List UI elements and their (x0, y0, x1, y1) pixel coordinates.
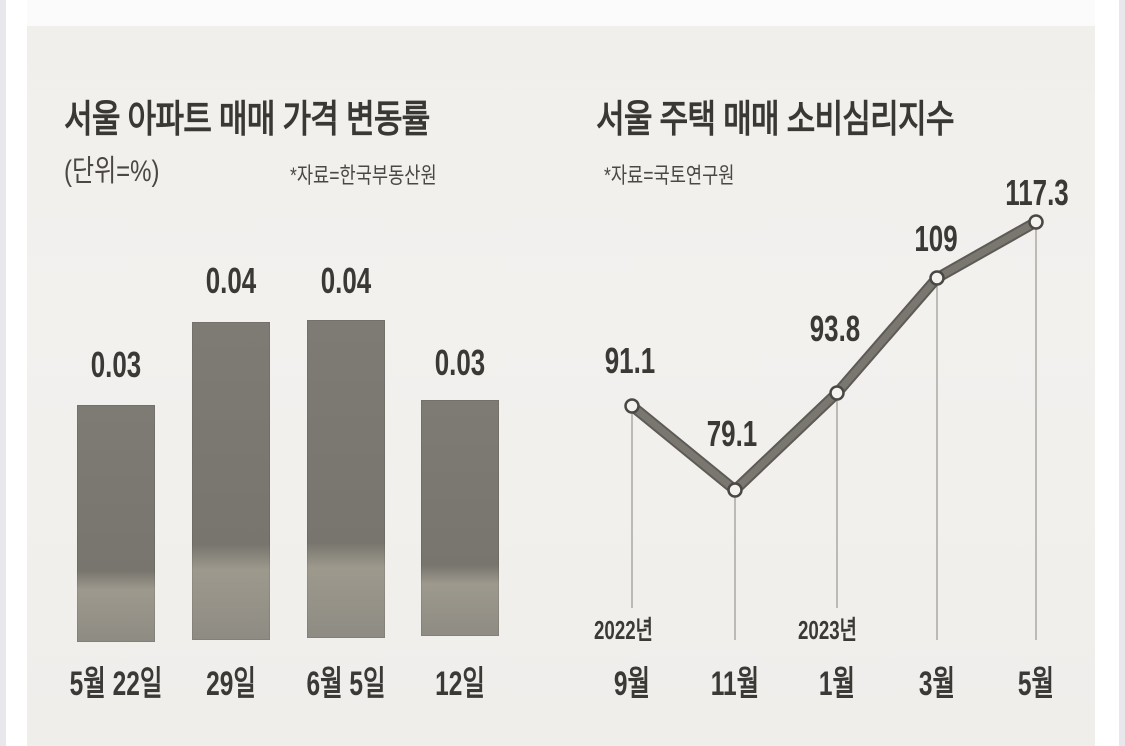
point-value-1: 79.1 (706, 413, 758, 454)
bar-2 (307, 320, 385, 638)
point-value-3: 109 (914, 218, 958, 259)
point-value-4: 117.3 (1005, 172, 1069, 213)
bar-value-2: 0.04 (320, 260, 372, 301)
bar-chart-source: *자료=한국부동산원 (290, 163, 437, 188)
point-label-1: 11월 (710, 665, 760, 703)
year-label-2022: 2022년 (594, 615, 653, 645)
window-frame-right (1119, 0, 1125, 746)
point-marker-1 (727, 482, 743, 498)
year-label-2023: 2023년 (798, 615, 857, 645)
bar-1 (192, 322, 270, 640)
bar-label-3: 12일 (435, 665, 485, 703)
point-label-2: 1월 (818, 665, 856, 703)
bar-label-2: 6월 5일 (306, 665, 386, 703)
window-frame-left (0, 0, 6, 746)
point-label-0: 9월 (613, 665, 651, 703)
bar-chart-title: 서울 아파트 매매 가격 변동률 (64, 99, 430, 141)
bar-value-3: 0.03 (434, 342, 486, 383)
bar-0 (77, 405, 155, 642)
point-marker-3 (929, 270, 945, 286)
point-value-0: 91.1 (604, 340, 656, 381)
bar-value-1: 0.04 (205, 260, 257, 301)
point-marker-2 (829, 385, 845, 401)
point-label-4: 5월 (1017, 665, 1055, 703)
line-chart-title: 서울 주택 매매 소비심리지수 (596, 99, 955, 141)
point-label-3: 3월 (918, 665, 956, 703)
bar-label-1: 29일 (206, 665, 256, 703)
paper-top-margin (27, 0, 1095, 26)
bar-value-0: 0.03 (90, 344, 142, 385)
bar-label-0: 5월 22일 (69, 665, 163, 703)
point-marker-0 (624, 398, 640, 414)
point-marker-4 (1028, 214, 1044, 230)
point-value-2: 93.8 (809, 308, 861, 349)
line-chart-source: *자료=국토연구원 (604, 163, 735, 188)
bar-chart-unit: (단위=%) (64, 155, 160, 188)
bar-3 (421, 400, 499, 636)
